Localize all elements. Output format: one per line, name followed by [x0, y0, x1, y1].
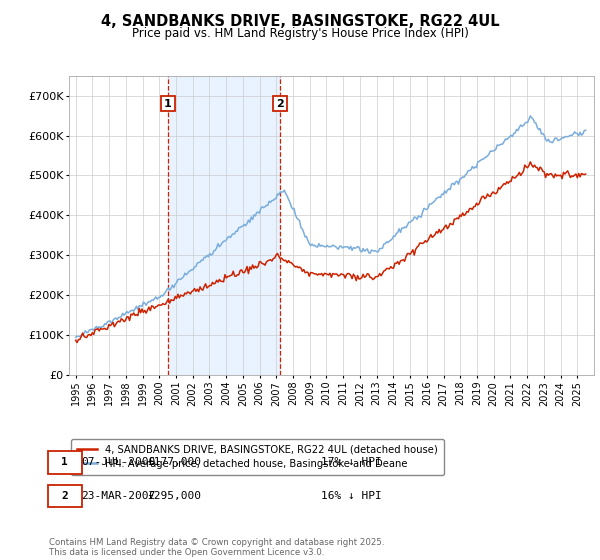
Bar	[168, 76, 280, 375]
Text: 1: 1	[61, 457, 68, 467]
Text: 07-JUL-2000: 07-JUL-2000	[81, 457, 155, 467]
Legend: 4, SANDBANKS DRIVE, BASINGSTOKE, RG22 4UL (detached house), HPI: Average price, : 4, SANDBANKS DRIVE, BASINGSTOKE, RG22 4U…	[71, 438, 444, 475]
Text: 4, SANDBANKS DRIVE, BASINGSTOKE, RG22 4UL: 4, SANDBANKS DRIVE, BASINGSTOKE, RG22 4U…	[101, 14, 499, 29]
Text: 23-MAR-2007: 23-MAR-2007	[81, 491, 155, 501]
Text: 17% ↓ HPI: 17% ↓ HPI	[321, 457, 382, 467]
Text: Price paid vs. HM Land Registry's House Price Index (HPI): Price paid vs. HM Land Registry's House …	[131, 27, 469, 40]
Text: £177,000: £177,000	[147, 457, 201, 467]
Text: 2: 2	[61, 491, 68, 501]
Text: Contains HM Land Registry data © Crown copyright and database right 2025.
This d: Contains HM Land Registry data © Crown c…	[49, 538, 385, 557]
Text: 1: 1	[164, 99, 172, 109]
Text: 2: 2	[276, 99, 284, 109]
Text: £295,000: £295,000	[147, 491, 201, 501]
Text: 16% ↓ HPI: 16% ↓ HPI	[321, 491, 382, 501]
